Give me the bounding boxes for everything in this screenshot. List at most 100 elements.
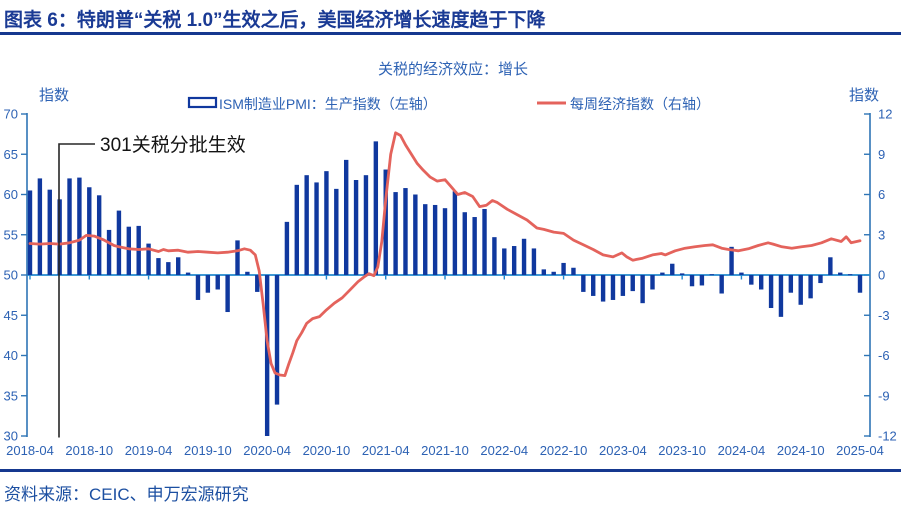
left-axis-tick-label: 35 — [4, 388, 18, 403]
annotation-line — [58, 143, 95, 438]
pmi-bar — [660, 272, 665, 275]
right-axis-tick-label: 9 — [878, 147, 885, 162]
pmi-bar — [96, 195, 102, 275]
pmi-bar — [581, 275, 586, 292]
pmi-bar — [314, 182, 319, 275]
left-axis-tick-label: 65 — [4, 147, 18, 162]
pmi-bar — [67, 178, 72, 275]
left-axis-tick-label: 50 — [4, 268, 18, 283]
x-axis-tick-label: 2021-04 — [362, 443, 410, 458]
pmi-bar — [600, 275, 606, 302]
pmi-bar — [235, 240, 240, 275]
pmi-bar — [561, 262, 566, 275]
pmi-bar — [502, 248, 507, 275]
pmi-bar — [462, 212, 467, 275]
pmi-bar — [393, 192, 398, 275]
pmi-bar — [77, 177, 82, 275]
pmi-bar — [413, 194, 418, 275]
line-series-label: 每周经济指数（右轴） — [570, 96, 710, 112]
pmi-bar — [334, 188, 339, 275]
annotation-callout: 301关税分批生效 — [58, 134, 246, 438]
pmi-bar — [511, 246, 517, 275]
x-axis-tick-label: 2018-04 — [6, 443, 54, 458]
pmi-bar — [689, 275, 695, 287]
pmi-bar — [719, 275, 724, 294]
x-axis: 2018-04 2018-10 2019-04 2019-10 2020-04 2020-… — [6, 274, 884, 458]
pmi-bar — [699, 275, 705, 286]
x-axis-tick-label: 2019-10 — [184, 443, 232, 458]
pmi-bar — [778, 275, 784, 317]
pmi-bar — [146, 243, 151, 275]
x-axis-tick-label: 2021-10 — [421, 443, 469, 458]
pmi-bar — [423, 204, 428, 275]
x-axis-tick-label: 2020-04 — [243, 443, 291, 458]
pmi-bar — [353, 180, 359, 275]
pmi-bar — [650, 275, 655, 290]
pmi-bar — [640, 275, 645, 304]
pmi-bar — [373, 141, 379, 275]
pmi-bar — [847, 274, 853, 276]
pmi-bar — [808, 275, 813, 299]
right-axis-unit: 指数 — [849, 87, 879, 104]
pmi-bar — [432, 204, 438, 275]
left-axis-tick-label: 60 — [4, 187, 18, 202]
pmi-bar — [857, 275, 863, 293]
pmi-bar — [47, 189, 52, 275]
x-axis-tick-label: 2020-10 — [303, 443, 351, 458]
pmi-bar — [403, 188, 408, 275]
pmi-bar — [472, 217, 477, 275]
pmi-bar — [106, 229, 112, 275]
right-axis-tick-label: -3 — [878, 308, 890, 323]
pmi-bar — [442, 208, 448, 275]
x-axis-tick-label: 2018-10 — [65, 443, 113, 458]
left-axis-tick-label: 55 — [4, 227, 18, 242]
page-title: 图表 6：特朗普“关税 1.0”生效之后，美国经济增长速度趋于下降 — [4, 10, 546, 31]
right-axis-tick-label: 0 — [878, 268, 885, 283]
pmi-bar — [521, 238, 527, 275]
title-divider — [0, 32, 901, 35]
left-axis-tick-label: 70 — [4, 107, 18, 122]
pmi-bar — [274, 275, 280, 405]
right-axis-tick-label: 3 — [878, 227, 885, 242]
right-axis-tick-label: -6 — [878, 348, 890, 363]
pmi-bar — [37, 178, 43, 275]
right-axis-tick-label: 12 — [878, 107, 892, 122]
x-axis-tick-label: 2022-10 — [540, 443, 588, 458]
pmi-bar — [324, 171, 329, 275]
left-axis: 70 65 60 55 50 45 40 35 30 — [4, 107, 28, 444]
pmi-bar — [571, 267, 576, 275]
plot-area: 706560555045403530129630-3-6-9-122018-04… — [4, 107, 897, 459]
pmi-bar — [828, 257, 833, 275]
left-axis-unit: 指数 — [39, 87, 69, 104]
pmi-bar — [788, 275, 794, 293]
pmi-bar — [176, 257, 181, 275]
pmi-bar — [630, 275, 635, 292]
x-axis-tick-label: 2023-04 — [599, 443, 647, 458]
pmi-bar — [492, 237, 497, 275]
pmi-bar — [363, 175, 369, 275]
pmi-bar — [116, 210, 122, 275]
pmi-bar — [798, 275, 803, 305]
bar-series-marker — [187, 96, 218, 109]
pmi-bar — [264, 275, 270, 436]
x-axis-tick-label: 2023-10 — [658, 443, 706, 458]
pmi-bar — [343, 159, 349, 275]
pmi-bar — [245, 271, 250, 275]
pmi-bar — [709, 274, 714, 276]
bars-series — [27, 141, 863, 436]
wei-line — [28, 131, 862, 378]
pmi-bar — [156, 258, 161, 275]
right-axis-tick-label: -9 — [878, 388, 890, 403]
pmi-bar — [294, 184, 299, 275]
bar-series-label: ISM制造业PMI：生产指数（左轴） — [219, 96, 437, 112]
chart-subtitle: 关税的经济效应：增长 — [378, 60, 528, 78]
pmi-bar — [768, 275, 774, 309]
pmi-bar — [304, 175, 309, 275]
pmi-bar — [255, 275, 260, 292]
source-text: 资料来源：CEIC、申万宏源研究 — [4, 485, 249, 504]
right-axis: 12 9 6 3 0 -3 -6 -9 -12 — [864, 107, 897, 444]
pmi-bar — [195, 275, 201, 300]
pmi-bar — [452, 191, 458, 275]
